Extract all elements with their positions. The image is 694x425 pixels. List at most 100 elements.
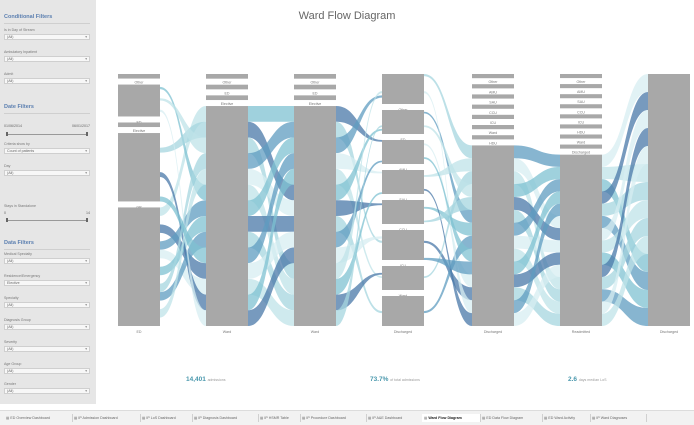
slider-handle[interactable] [6, 218, 8, 222]
flow-node [382, 266, 424, 290]
flow-node-label: ICU [490, 121, 497, 125]
flow-link [514, 203, 560, 314]
filter-dropdown[interactable]: Count of patients ▾ [4, 148, 90, 154]
flow-link [602, 218, 648, 290]
sheet-tab[interactable]: ▦Ward Flow Diagram [422, 414, 481, 422]
flow-link [160, 168, 206, 318]
flow-link [424, 257, 472, 275]
kpi-median-los-unit: days median LoS [578, 378, 607, 382]
filter-dropdown[interactable]: (All) ▾ [4, 346, 90, 352]
flow-node-label: Other [577, 80, 587, 84]
flow-node [472, 94, 514, 99]
flow-node-label: ED [225, 91, 230, 95]
filter-dropdown[interactable]: (All) ▾ [4, 302, 90, 308]
filter-label: Gender [4, 382, 16, 386]
sheet-tab[interactable]: ▦ED Overview Dashboard [4, 414, 73, 422]
sheet-tab[interactable]: ▦IP Ward Diagnoses [590, 414, 647, 422]
sheet-tab[interactable]: ▦IP Admission Dashboard [72, 414, 141, 422]
sheet-tab[interactable]: ▦IP LoS Dashboard [140, 414, 193, 422]
filter-dropdown[interactable]: (All) ▾ [4, 368, 90, 374]
flow-node [560, 104, 602, 109]
flow-link [248, 216, 294, 232]
flow-node [118, 207, 160, 326]
slider-label: Stays in Standalone [4, 204, 36, 208]
sheet-tab[interactable]: ▦ED Ward Activity [542, 414, 591, 422]
date-range-end[interactable]: 06/01/2017 [72, 124, 90, 128]
flow-link [248, 168, 294, 311]
flow-link [424, 74, 472, 159]
chevron-down-icon: ▾ [85, 259, 87, 263]
filter-dropdown[interactable]: (All) ▾ [4, 388, 90, 394]
flow-link [248, 106, 294, 122]
filter-value: (All) [7, 347, 14, 351]
flow-link [602, 110, 648, 241]
flow-link [336, 125, 382, 326]
chevron-down-icon: ▾ [85, 149, 87, 153]
sheet-tab-label: IP Procedure Dashboard [306, 416, 346, 420]
kpi-median-los: 2.6 days median LoS [568, 376, 607, 383]
filter-value: (All) [7, 57, 14, 61]
filter-dropdown[interactable]: (All) ▾ [4, 258, 90, 264]
filter-value: Elective [7, 281, 20, 285]
filter-dropdown[interactable]: Elective ▾ [4, 280, 90, 286]
flow-node [560, 144, 602, 149]
filter-dropdown[interactable]: (All) ▾ [4, 170, 90, 176]
sheet-tab[interactable]: ▦IP Diagnosis Dashboard [192, 414, 259, 422]
flow-node [382, 110, 424, 134]
sheet-icon: ▦ [544, 416, 548, 420]
flow-node [472, 74, 514, 79]
sheet-tab[interactable]: ▦ED Data Flow Diagram [480, 414, 543, 422]
stays-slider[interactable] [4, 218, 90, 222]
sheet-tab[interactable]: ▦IP Procedure Dashboard [300, 414, 367, 422]
slider-handle[interactable] [6, 132, 8, 136]
flow-node [206, 84, 248, 90]
sidebar-section-title: Date Filters [4, 104, 34, 110]
flow-node-label: SAU [577, 100, 585, 104]
slider-handle[interactable] [86, 218, 88, 222]
flow-link [602, 74, 648, 167]
sheet-icon: ▦ [194, 416, 198, 420]
filter-value: (All) [7, 35, 14, 39]
sheet-tab-label: IP A&E Dashboard [372, 416, 403, 420]
flow-node-label: Elective [309, 102, 322, 106]
slider-min: 0 [4, 211, 6, 215]
chevron-down-icon: ▾ [85, 79, 87, 83]
flow-node-label: Other [223, 81, 233, 85]
flow-node-label: HDU [577, 130, 585, 134]
sheet-tab-label: Ward Flow Diagram [428, 416, 462, 420]
flow-node-label: Discharged [484, 330, 502, 334]
sheet-tab[interactable]: ▦IP HSMR Table [258, 414, 301, 422]
flow-link [514, 145, 560, 167]
flow-link [514, 191, 560, 275]
filter-dropdown[interactable]: (All) ▾ [4, 78, 90, 84]
flow-link [602, 92, 648, 204]
flow-node [294, 95, 336, 101]
sheet-tab-label: IP HSMR Table [264, 416, 289, 420]
sheet-tab[interactable]: ▦IP A&E Dashboard [366, 414, 423, 422]
flow-node [206, 106, 248, 326]
flow-node-label: Other [135, 81, 145, 85]
date-range-slider[interactable] [4, 132, 90, 136]
flow-node [118, 84, 160, 117]
slider-handle[interactable] [86, 132, 88, 136]
flow-link [160, 121, 206, 153]
flow-link [248, 153, 294, 264]
flow-node [382, 230, 424, 260]
date-range[interactable]: 01/06/2014 06/01/2017 [4, 124, 90, 130]
flow-node-label: Other [489, 80, 499, 84]
sheet-tab-label: ED Data Flow Diagram [486, 416, 524, 420]
sheet-tab-label: IP Admission Dashboard [78, 416, 118, 420]
flow-link [336, 216, 382, 314]
flow-node-label: ED [313, 91, 318, 95]
filter-dropdown[interactable]: (All) ▾ [4, 324, 90, 330]
sheet-icon: ▦ [6, 416, 10, 420]
filter-dropdown[interactable]: (All) ▾ [4, 34, 90, 40]
sheet-icon: ▦ [74, 416, 78, 420]
flow-link [424, 171, 472, 278]
filter-dropdown[interactable]: (All) ▾ [4, 56, 90, 62]
flow-node [560, 74, 602, 79]
date-range-start[interactable]: 01/06/2014 [4, 124, 22, 128]
flow-node-label: Ward [489, 131, 497, 135]
flow-node [560, 84, 602, 89]
flow-node-label: Discharged [660, 330, 678, 334]
